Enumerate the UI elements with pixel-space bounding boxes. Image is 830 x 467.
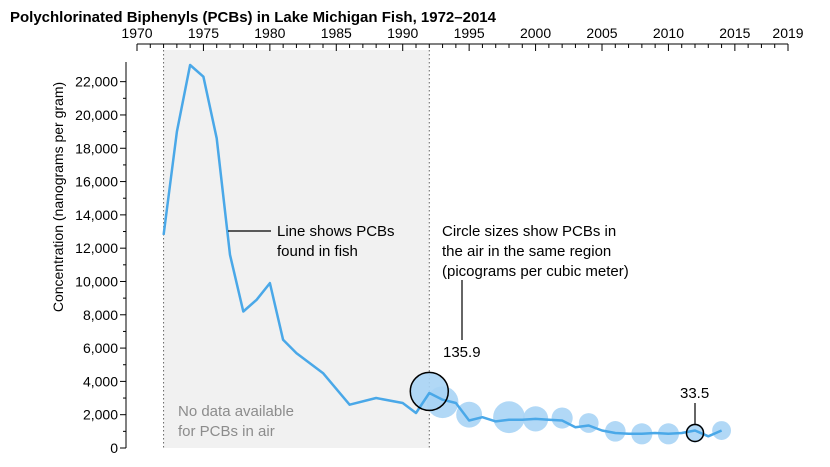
y-tick-label: 16,000 — [75, 174, 118, 190]
y-tick-label: 22,000 — [75, 74, 118, 90]
x-tick-label: 1975 — [188, 25, 219, 41]
y-tick-label: 2,000 — [83, 407, 118, 423]
fish-line-group — [162, 63, 723, 438]
no-data-label-line1: No data available — [178, 403, 294, 420]
y-tick-label: 0 — [110, 440, 118, 456]
no-data-label-line2: for PCBs in air — [178, 423, 275, 440]
x-tick-label: 2015 — [719, 25, 750, 41]
circle-label-line1: Circle sizes show PCBs in — [442, 223, 616, 240]
y-axis-label: Concentration (nanograms per gram) — [50, 82, 66, 312]
fish-pcb-line — [162, 63, 723, 438]
x-tick-label: 2019 — [772, 25, 803, 41]
x-tick-label: 1970 — [121, 25, 152, 41]
line-label-line2: found in fish — [277, 243, 358, 260]
x-tick-label: 2000 — [520, 25, 551, 41]
air-bubbles-group — [410, 372, 732, 445]
y-tick-label: 12,000 — [75, 240, 118, 256]
axes-group: 1970 1975 1980 1985 1990 1995 2000 2005 2010 2015… — [75, 25, 804, 456]
line-label-line1: Line shows PCBs — [277, 223, 395, 240]
no-data-shade — [163, 50, 430, 448]
air-bubble — [604, 421, 626, 442]
y-tick-label: 10,000 — [75, 273, 118, 289]
x-tick-label: 1990 — [387, 25, 418, 41]
annotations-group — [228, 230, 705, 443]
callout-low-value: 33.5 — [680, 385, 709, 402]
y-tick-label: 4,000 — [83, 373, 118, 389]
shaded-region-group — [163, 50, 430, 448]
air-bubble — [578, 413, 599, 433]
y-tick-label: 8,000 — [83, 307, 118, 323]
y-tick-label: 6,000 — [83, 340, 118, 356]
chart-title: Polychlorinated Biphenyls (PCBs) in Lake… — [10, 9, 497, 26]
y-tick-label: 20,000 — [75, 107, 118, 123]
y-tick-label: 14,000 — [75, 207, 118, 223]
y-tick-label: 18,000 — [75, 140, 118, 156]
callout-high-value: 135.9 — [443, 344, 481, 361]
air-bubble — [493, 401, 525, 434]
circle-label-line2: the air in the same region — [442, 243, 611, 260]
x-tick-label: 1985 — [321, 25, 352, 41]
x-tick-label: 1980 — [254, 25, 285, 41]
circle-label-line3: (picograms per cubic meter) — [442, 263, 629, 280]
callout-circle-low — [685, 423, 705, 443]
x-tick-label: 2005 — [586, 25, 617, 41]
x-tick-label: 2010 — [653, 25, 684, 41]
callout-circle-high — [409, 371, 450, 412]
x-tick-label: 1995 — [454, 25, 485, 41]
air-bubble — [456, 401, 483, 428]
air-bubble — [685, 423, 705, 443]
